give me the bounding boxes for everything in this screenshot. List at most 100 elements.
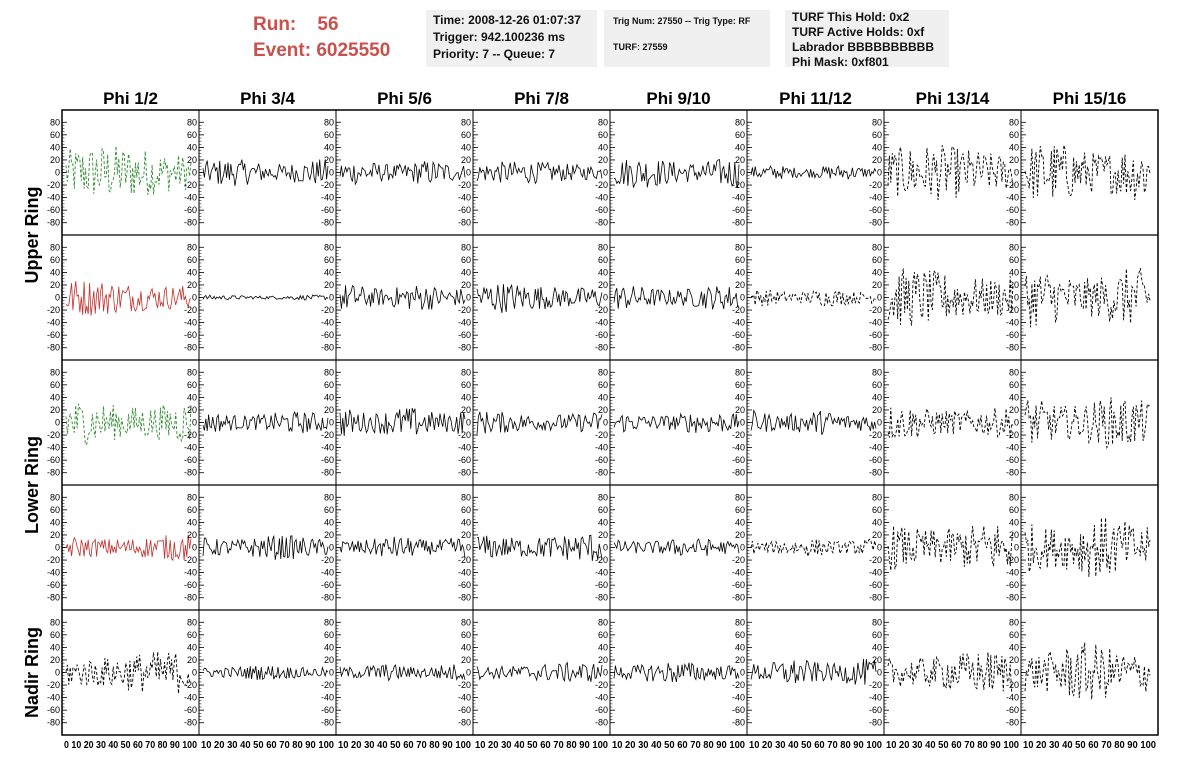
y-tick-label: -60 — [869, 205, 882, 215]
y-tick-label: 0 — [603, 418, 608, 428]
y-tick-label: -20 — [1006, 430, 1019, 440]
y-tick-label: -20 — [458, 680, 471, 690]
y-tick-label: 0 — [740, 418, 745, 428]
y-tick-label: -40 — [458, 443, 471, 453]
y-tick-label: 80 — [187, 117, 197, 127]
y-tick-label: 0 — [1014, 543, 1019, 553]
y-tick-label: 60 — [50, 630, 60, 640]
waveform-trace — [750, 658, 877, 685]
x-tick-labels: 10 20 30 40 50 60 70 80 90 100 — [886, 740, 1019, 751]
y-tick-label: -80 — [732, 218, 745, 228]
ring-label: Upper Ring — [22, 187, 42, 284]
y-tick-label: 60 — [324, 130, 334, 140]
y-tick-label: -20 — [321, 305, 334, 315]
x-tick-labels: 10 20 30 40 50 60 70 80 90 100 — [338, 740, 471, 751]
waveform-trace — [65, 651, 192, 694]
waveform-trace — [65, 145, 192, 195]
waveform-panel: 80 60 40 20 0 -20 -40 -60 -80 — [1006, 485, 1151, 610]
y-tick-label: 80 — [50, 117, 60, 127]
waveform-panel: 80 60 40 20 0 -20 -40 -60 -80 — [869, 610, 1014, 735]
y-tick-label: 60 — [872, 505, 882, 515]
y-tick-label: -40 — [595, 568, 608, 578]
y-tick-label: 0 — [192, 543, 197, 553]
y-tick-label: 20 — [735, 405, 745, 415]
waveform-panel: 80 60 40 20 0 -20 -40 -60 -80 — [184, 235, 329, 360]
run-number: Run: 56 — [253, 14, 339, 35]
y-tick-label: -60 — [595, 205, 608, 215]
y-tick-label: 0 — [192, 668, 197, 678]
y-tick-label: -20 — [869, 305, 882, 315]
y-tick-label: 60 — [735, 630, 745, 640]
y-tick-label: 80 — [324, 617, 334, 627]
waveform-trace — [887, 407, 1014, 440]
waveform-panel: 80 60 40 20 0 -20 -40 -60 -80 — [458, 110, 603, 235]
y-tick-label: -20 — [732, 180, 745, 190]
y-tick-label: 60 — [598, 380, 608, 390]
y-tick-label: 60 — [187, 130, 197, 140]
waveform-trace — [202, 294, 329, 301]
y-tick-label: -80 — [184, 593, 197, 603]
waveform-panel: 80 60 40 20 0 -20 -40 -60 -80 — [321, 610, 466, 735]
waveform-panel: 80 60 40 20 0 -20 -40 -60 -80 — [869, 485, 1014, 610]
waveform-trace — [202, 535, 329, 560]
y-tick-label: 40 — [1009, 267, 1019, 277]
y-tick-label: 60 — [872, 255, 882, 265]
phi-column-header: Phi 3/4 — [240, 89, 295, 108]
y-tick-label: 0 — [55, 293, 60, 303]
y-tick-label: 60 — [50, 505, 60, 515]
priority-text: Priority: 7 -- Queue: 7 — [433, 47, 556, 61]
y-tick-label: 20 — [50, 155, 60, 165]
y-tick-label: -20 — [47, 305, 60, 315]
y-tick-label: 80 — [1009, 617, 1019, 627]
y-tick-label: 40 — [1009, 517, 1019, 527]
y-tick-label: 0 — [877, 168, 882, 178]
y-tick-label: -60 — [732, 455, 745, 465]
y-tick-label: -60 — [184, 455, 197, 465]
y-tick-label: 0 — [466, 168, 471, 178]
y-tick-label: -40 — [321, 568, 334, 578]
y-tick-label: -60 — [184, 205, 197, 215]
waveform-panel: 80 60 40 20 0 -20 -40 -60 -80 — [458, 235, 603, 360]
time-text: Time: 2008-12-26 01:07:37 — [433, 13, 581, 27]
y-tick-label: 80 — [461, 117, 471, 127]
y-tick-label: -20 — [458, 305, 471, 315]
waveform-trace — [887, 652, 1014, 692]
y-tick-label: 60 — [324, 255, 334, 265]
event-number: Event: 6025550 — [253, 40, 391, 61]
waveform-panel: 80 60 40 20 0 -20 -40 -60 -80 — [47, 110, 192, 235]
y-tick-label: -80 — [321, 718, 334, 728]
y-tick-label: 40 — [598, 642, 608, 652]
waveform-panel: 80 60 40 20 0 -20 -40 -60 -80 — [47, 610, 192, 735]
y-tick-label: 40 — [872, 392, 882, 402]
y-tick-label: 80 — [598, 492, 608, 502]
y-tick-label: -60 — [458, 580, 471, 590]
y-tick-label: -20 — [732, 680, 745, 690]
y-tick-label: -60 — [458, 205, 471, 215]
y-tick-label: 60 — [187, 380, 197, 390]
waveform-panel: 80 60 40 20 0 -20 -40 -60 -80 — [184, 110, 329, 235]
waveform-trace — [476, 534, 603, 561]
waveform-trace — [202, 666, 329, 681]
y-tick-label: -60 — [869, 580, 882, 590]
y-tick-label: 80 — [324, 367, 334, 377]
y-tick-label: 40 — [1009, 392, 1019, 402]
y-tick-label: -40 — [1006, 318, 1019, 328]
y-tick-label: -80 — [47, 718, 60, 728]
y-tick-label: -60 — [732, 205, 745, 215]
waveform-panel: 80 60 40 20 0 -20 -40 -60 -80 — [732, 110, 877, 235]
y-tick-label: 40 — [598, 267, 608, 277]
y-tick-label: 0 — [466, 293, 471, 303]
waveform-trace — [202, 410, 329, 434]
y-tick-label: -60 — [184, 705, 197, 715]
y-tick-label: -60 — [184, 330, 197, 340]
y-tick-label: 20 — [187, 655, 197, 665]
waveform-panel: 80 60 40 20 0 -20 -40 -60 -80 — [595, 485, 740, 610]
y-tick-label: -40 — [184, 693, 197, 703]
x-tick-labels: 10 20 30 40 50 60 70 80 90 100 — [612, 740, 745, 751]
y-tick-label: 20 — [461, 530, 471, 540]
y-tick-label: 40 — [461, 642, 471, 652]
y-tick-label: 40 — [735, 642, 745, 652]
x-tick-labels: 10 20 30 40 50 60 70 80 90 100 — [475, 740, 608, 751]
y-tick-label: 40 — [50, 267, 60, 277]
y-tick-label: 40 — [461, 517, 471, 527]
